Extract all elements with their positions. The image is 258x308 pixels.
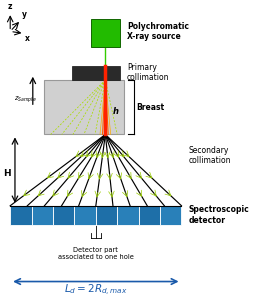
Text: $L_d = 2R_{d,max}$: $L_d = 2R_{d,max}$ [64,283,127,298]
Bar [91,19,120,47]
Bar [53,206,74,225]
Bar [44,80,124,135]
Bar [74,206,96,225]
Text: x: x [25,34,30,43]
Text: y: y [21,10,27,19]
Text: $z_{Sample}$: $z_{Sample}$ [14,94,36,105]
Text: Primary
collimation: Primary collimation [127,63,169,82]
Text: H: H [3,169,11,178]
Text: Spectroscopic
detector: Spectroscopic detector [189,205,249,225]
Bar [10,206,32,225]
Bar [160,206,181,225]
Text: h: h [112,107,118,116]
Text: Secondary
collimation: Secondary collimation [189,146,231,165]
Bar [139,206,160,225]
Text: Polychromatic
X-ray source: Polychromatic X-ray source [127,22,189,41]
Bar [117,206,139,225]
Bar [32,206,53,225]
Bar [72,66,120,80]
Text: Breast: Breast [136,103,164,112]
Bar [96,206,117,225]
Text: z: z [8,2,12,11]
Text: Detector part
associated to one hole: Detector part associated to one hole [58,247,134,260]
